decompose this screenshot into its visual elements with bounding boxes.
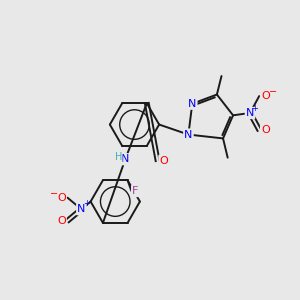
Text: O: O	[57, 193, 66, 203]
Text: F: F	[132, 186, 139, 196]
Text: N: N	[77, 204, 86, 214]
Text: N: N	[188, 99, 196, 109]
Text: O: O	[159, 156, 168, 166]
Text: N: N	[246, 108, 254, 118]
Text: O: O	[261, 125, 270, 135]
Text: N: N	[184, 130, 193, 140]
Text: −: −	[50, 189, 58, 199]
Text: O: O	[57, 216, 66, 226]
Text: +: +	[251, 104, 258, 113]
Text: H: H	[115, 152, 122, 162]
Text: −: −	[269, 87, 277, 97]
Text: +: +	[83, 200, 90, 208]
Text: N: N	[121, 154, 129, 164]
Text: O: O	[261, 91, 270, 101]
